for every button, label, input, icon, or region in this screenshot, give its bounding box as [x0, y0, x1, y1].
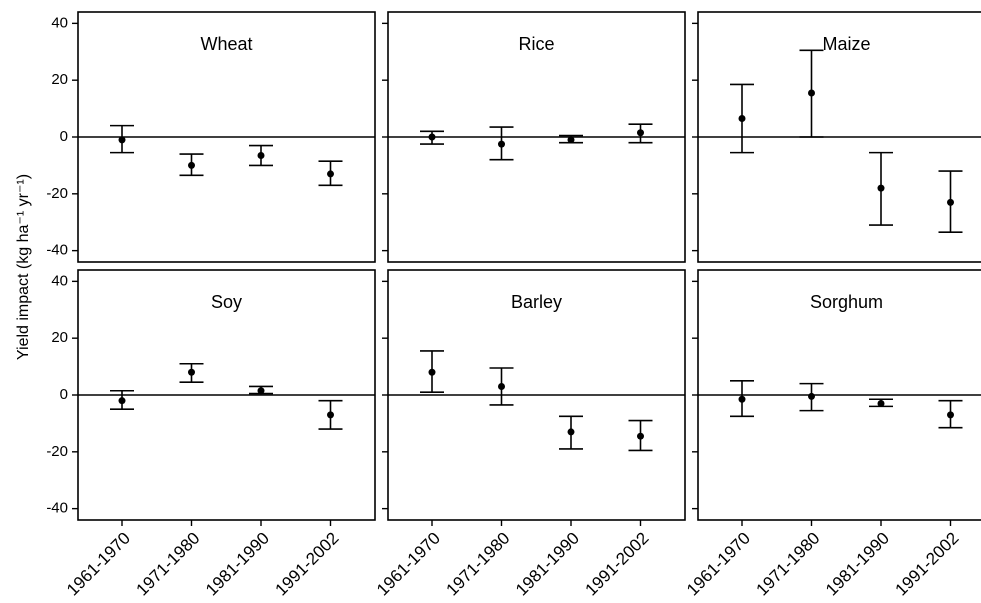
point — [188, 161, 195, 169]
point — [118, 136, 126, 144]
y-tick-label: -20 — [46, 443, 68, 460]
point — [947, 198, 954, 206]
point — [738, 395, 746, 403]
x-tick-label: 1991-2002 — [892, 529, 963, 600]
point — [428, 133, 436, 141]
x-tick-label: 1961-1970 — [683, 529, 754, 600]
panel-title: Maize — [822, 34, 870, 54]
panel-title: Barley — [511, 292, 562, 312]
point — [498, 382, 505, 390]
point — [567, 428, 575, 436]
x-tick-label: 1971-1980 — [753, 529, 824, 600]
point — [947, 411, 954, 419]
point — [257, 151, 265, 159]
x-tick-label: 1991-2002 — [582, 529, 653, 600]
x-tick-label: 1971-1980 — [443, 529, 514, 600]
point — [808, 89, 815, 97]
point — [738, 115, 746, 123]
point — [188, 368, 195, 376]
point — [877, 184, 885, 192]
x-tick-label: 1971-1980 — [133, 529, 204, 600]
y-tick-label: 40 — [51, 272, 68, 289]
y-tick-label: 20 — [51, 329, 68, 346]
x-tick-label: 1991-2002 — [272, 529, 343, 600]
y-tick-label: 20 — [51, 71, 68, 88]
panel-title: Wheat — [200, 34, 252, 54]
point — [327, 170, 334, 178]
y-tick-label: 40 — [51, 14, 68, 31]
point — [257, 387, 265, 395]
point — [428, 368, 436, 376]
y-tick-label: -40 — [46, 500, 68, 517]
x-tick-label: 1961-1970 — [373, 529, 444, 600]
y-tick-label: -20 — [46, 185, 68, 202]
point — [877, 400, 885, 408]
y-tick-label: 0 — [60, 128, 68, 145]
x-tick-label: 1981-1990 — [822, 529, 893, 600]
point — [498, 140, 505, 148]
point — [327, 411, 334, 419]
panel-title: Rice — [518, 34, 554, 54]
x-tick-label: 1981-1990 — [512, 529, 583, 600]
point — [808, 392, 815, 400]
y-tick-label: 0 — [60, 386, 68, 403]
point — [567, 136, 575, 144]
point — [118, 397, 126, 405]
panel-title: Soy — [211, 292, 242, 312]
point — [637, 129, 644, 137]
x-tick-label: 1981-1990 — [202, 529, 273, 600]
x-tick-label: 1961-1970 — [63, 529, 134, 600]
y-tick-label: -40 — [46, 242, 68, 259]
point — [637, 432, 644, 440]
panel-title: Sorghum — [810, 292, 883, 312]
y-axis-label: Yield impact (kg ha⁻¹ yr⁻¹) — [15, 174, 32, 360]
